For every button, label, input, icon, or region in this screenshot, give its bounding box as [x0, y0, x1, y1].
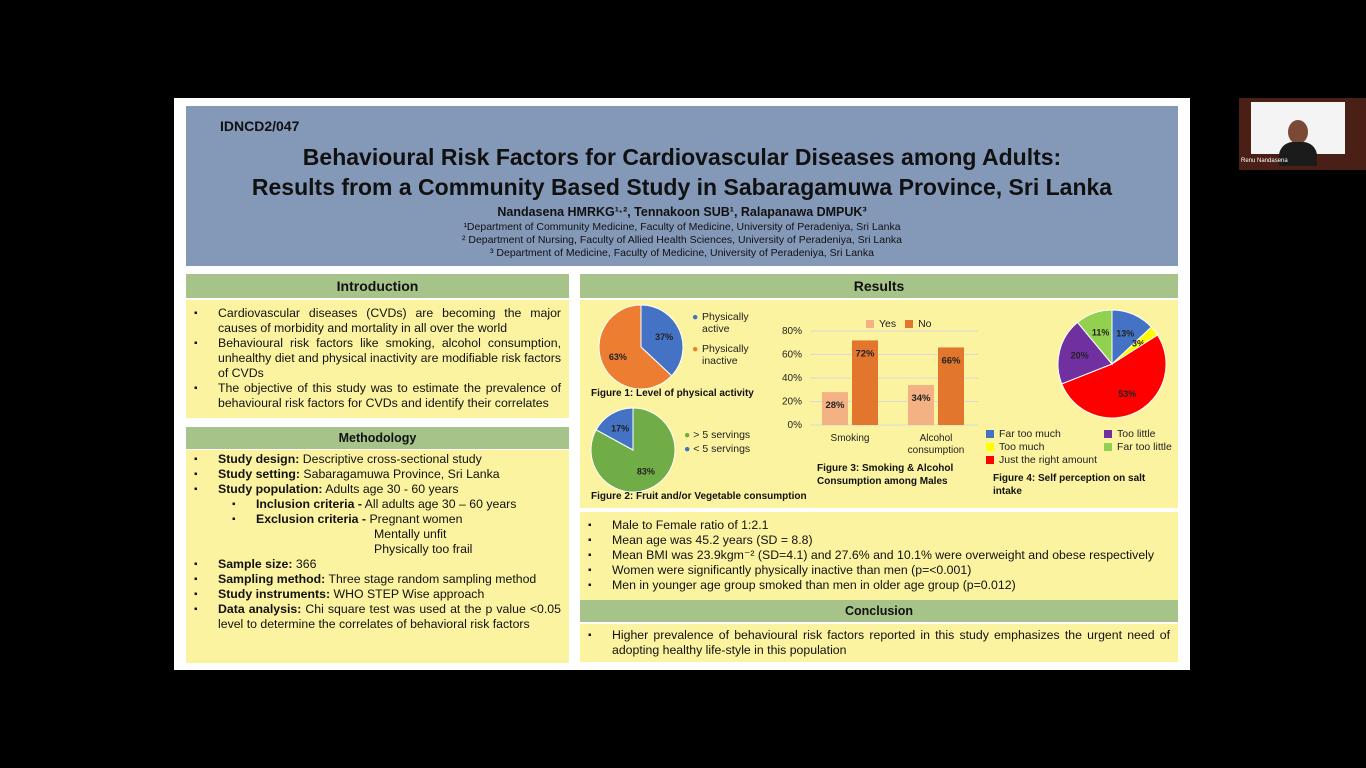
exclusion-extra-2: Physically too frail [374, 542, 473, 556]
sample-size-item: Sample size: 366 [186, 557, 561, 572]
finding-item: Men in younger age group smoked than men… [580, 578, 1170, 593]
legend-too-little: Too little [1104, 428, 1156, 441]
participant-body [1279, 142, 1317, 166]
figure1-value-label: 37% [655, 332, 673, 342]
figure3-ytick: 0% [788, 420, 803, 431]
figure4-slice [1076, 309, 1113, 366]
introduction-heading: Introduction [186, 274, 569, 298]
legend-less-5: ● < 5 servings [684, 443, 751, 455]
figure1-caption: Figure 1: Level of physical activity [591, 388, 754, 399]
legend-just-right: Just the right amount [986, 454, 1097, 467]
figure3-value-label: 66% [941, 355, 961, 366]
data-analysis-item: Data analysis: Chi square test was used … [186, 602, 561, 632]
methodology-heading: Methodology [186, 427, 569, 449]
legend-active: ● Physically active [692, 311, 749, 335]
study-instruments-item: Study instruments: WHO STEP Wise approac… [186, 587, 561, 602]
finding-item: Women were significantly physically inac… [580, 563, 1170, 578]
figure2-slice [595, 407, 634, 451]
poster-header: IDNCD2/047 Behavioural Risk Factors for … [186, 106, 1178, 266]
figure3-ytick: 60% [782, 350, 802, 361]
figure3-legend: Yes No [866, 318, 932, 330]
affiliation-2: ² Department of Nursing, Faculty of Alli… [461, 234, 903, 246]
figure3-ytick: 40% [782, 373, 802, 384]
figure1-value-label: 63% [609, 352, 627, 362]
webcam-thumbnail[interactable]: Renu Nandasena [1239, 98, 1366, 170]
participant-name: Renu Nandasena [1241, 158, 1288, 164]
figure3-ytick: 80% [782, 326, 802, 337]
figure3-value-label: 34% [911, 393, 931, 404]
findings-area: Male to Female ratio of 1:2.1 Mean age w… [580, 508, 1178, 600]
finding-item: Male to Female ratio of 1:2.1 [580, 518, 1170, 533]
figure3-bar [938, 347, 964, 425]
study-design-item: Study design: Descriptive cross-sectiona… [186, 452, 561, 467]
shared-screen-slide: IDNCD2/047 Behavioural Risk Factors for … [174, 98, 1190, 670]
legend-too-much: Too much [986, 441, 1045, 454]
legend-far-too-much: Far too much [986, 428, 1061, 441]
figure3-bar [852, 340, 878, 425]
figure3-category-label: consumption [908, 445, 965, 456]
poster-code: IDNCD2/047 [220, 118, 300, 134]
exclusion-item: Exclusion criteria - Pregnant women [186, 512, 561, 527]
figure4-value-label: 20% [1071, 351, 1089, 361]
study-population-item: Study population: Adults age 30 - 60 yea… [186, 482, 561, 497]
figure2-legend: ● > 5 servings ● < 5 servings [684, 428, 750, 456]
figure4-slice [1061, 334, 1167, 419]
figure3-category-label: Smoking [831, 433, 870, 444]
conclusion-box: Higher prevalence of behavioural risk fa… [580, 624, 1178, 662]
methodology-box: Study design: Descriptive cross-sectiona… [186, 450, 569, 663]
affiliation-1: ¹Department of Community Medicine, Facul… [463, 221, 901, 233]
intro-item: Behavioural risk factors like smoking, a… [186, 336, 561, 381]
poster-title-line2: Results from a Community Based Study in … [251, 174, 1113, 200]
poster-title-line1: Behavioural Risk Factors for Cardiovascu… [302, 144, 1062, 170]
intro-item: Cardiovascular diseases (CVDs) are becom… [186, 306, 561, 336]
figure4-value-label: 13% [1116, 328, 1134, 338]
results-box: 37% 63% 83% 17% 13% 3% 53% 20% 11% 0% 20% 40% 60% 80%… [580, 300, 1178, 600]
results-charts: 37% 63% 83% 17% 13%3% 53% 20% 11% 0% 20% 40% 60% 80%… [590, 304, 1167, 493]
figure3-bar [822, 392, 848, 425]
figure1-slice [640, 304, 684, 377]
figure4-slice [1057, 321, 1113, 385]
figure2-value-label: 17% [611, 423, 629, 433]
figure4-value-label: 3% [1132, 338, 1145, 348]
inclusion-item: Inclusion criteria - All adults age 30 –… [186, 497, 561, 512]
figure3-bar [908, 385, 934, 425]
finding-item: Mean age was 45.2 years (SD = 8.8) [580, 533, 1170, 548]
figure2-value-label: 83% [637, 467, 655, 477]
figure2-caption: Figure 2: Fruit and/or Vegetable consump… [591, 491, 807, 502]
sampling-method-item: Sampling method: Three stage random samp… [186, 572, 561, 587]
authors-text: Nandasena HMRKG¹·², Tennakoon SUB¹, Rala… [497, 205, 867, 219]
legend-inactive: ● Physically inactive [692, 343, 749, 367]
study-setting-item: Study setting: Sabaragamuwa Province, Sr… [186, 467, 561, 482]
participant-head [1288, 120, 1308, 144]
figure4-value-label: 53% [1118, 389, 1136, 399]
introduction-box: Cardiovascular diseases (CVDs) are becom… [186, 300, 569, 418]
figure1-slice [598, 304, 673, 390]
intro-item: The objective of this study was to estim… [186, 381, 561, 411]
legend-far-too-little: Far too little [1104, 441, 1172, 454]
figure3-value-label: 72% [855, 348, 875, 359]
finding-item: Mean BMI was 23.9kgm⁻² (SD=4.1) and 27.6… [580, 548, 1170, 563]
conclusion-heading: Conclusion [580, 600, 1178, 622]
figure4-caption: Figure 4: Self perception on salt intake [993, 473, 1146, 497]
poster-authors: Nandasena HMRKG¹·², Tennakoon SUB¹, Rala… [186, 205, 1178, 219]
figure2-slice [590, 407, 676, 493]
figure3-caption: Figure 3: Smoking & Alcohol Consumption … [817, 463, 954, 487]
figure3-category-label: Alcohol [920, 433, 953, 444]
affiliation-3: ³ Department of Medicine, Faculty of Med… [489, 247, 874, 259]
legend-more-5: ● > 5 servings [684, 429, 751, 441]
figure4-value-label: 11% [1092, 327, 1110, 337]
figure3-ytick: 20% [782, 397, 802, 408]
exclusion-extra-1: Mentally unfit [374, 527, 447, 541]
conclusion-item: Higher prevalence of behavioural risk fa… [580, 628, 1170, 658]
figure1-legend: ● Physically active ● Physically inactive [692, 311, 760, 367]
results-heading: Results [580, 274, 1178, 298]
figure3-value-label: 28% [825, 400, 845, 411]
